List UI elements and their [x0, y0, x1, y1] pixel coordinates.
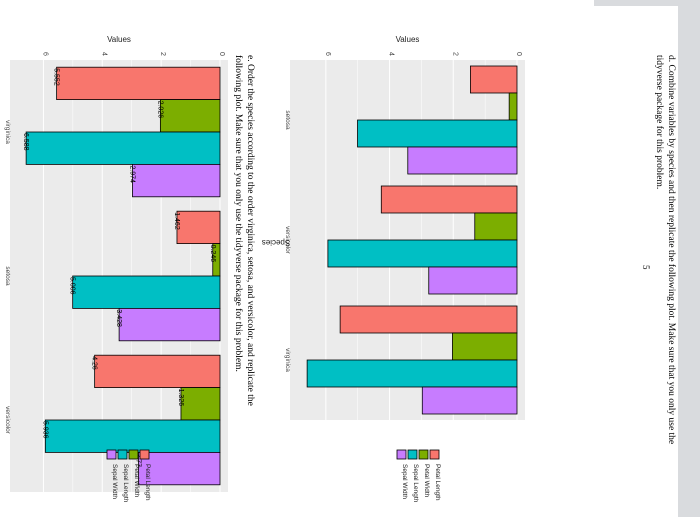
bar: [428, 266, 518, 295]
value-axis-title: Values: [396, 35, 420, 44]
chart-d: 0 2 4 6 Values setosa versicolor virginica Speci…: [262, 35, 525, 503]
bar: [357, 119, 518, 148]
data-label: 0.246: [209, 245, 216, 263]
bar: [159, 99, 221, 133]
value-axis-title: Values: [107, 35, 131, 44]
legend-swatch: [418, 449, 429, 460]
y-tick-label: 2: [451, 52, 458, 56]
data-label: 2.974: [128, 165, 135, 183]
x-tick-label: versicolor: [4, 406, 11, 435]
bar: [180, 387, 221, 421]
x-tick-label: setosa: [4, 266, 11, 286]
x-axis-title: Species: [262, 238, 290, 247]
legend-swatch: [396, 449, 407, 460]
y-tick-label: 2: [159, 52, 166, 56]
legend-label: Petal Width: [133, 464, 140, 498]
data-label: 3.428: [115, 309, 122, 327]
data-label: 6.588: [22, 133, 29, 151]
x-tick-label: virginica: [284, 348, 291, 372]
legend-label: Petal Length: [144, 464, 151, 501]
y-tick-label: 0: [515, 52, 522, 56]
data-label: 2.77: [134, 453, 141, 467]
legend-swatch: [117, 449, 128, 460]
bar: [380, 185, 518, 214]
part-e-text-line2: following plot. Make sure that you only …: [233, 55, 244, 372]
scrollbar-track[interactable]: [678, 0, 700, 517]
bar: [138, 451, 221, 486]
y-tick-label: 6: [324, 52, 331, 56]
bar: [25, 131, 221, 165]
legend-swatch: [407, 449, 418, 460]
data-label: 5.936: [41, 421, 48, 439]
bar: [72, 275, 221, 309]
legend: Petal Length Petal Width Sepal Length Sepal…: [106, 449, 151, 503]
legend-swatch: [128, 449, 139, 460]
legend-label: Sepal Width: [111, 464, 118, 499]
bar: [327, 239, 518, 268]
chart-e: 0 2 4 6 Values virginica 5.552 2.026 6.588 2.974 s…: [4, 35, 228, 503]
part-e-text: e. Order the species according to the or…: [245, 55, 255, 406]
data-label: 5.006: [69, 277, 76, 295]
bar: [118, 307, 221, 342]
legend-swatch: [106, 449, 117, 460]
bar: [94, 354, 221, 389]
data-label: 1.326: [177, 389, 184, 407]
y-tick-label: 0: [218, 52, 225, 56]
x-tick-label: versicolor: [284, 226, 291, 255]
bar: [176, 210, 221, 244]
bar: [407, 146, 518, 175]
legend-swatch: [429, 449, 440, 460]
bar: [132, 163, 221, 198]
x-tick-label: setosa: [284, 110, 291, 130]
bar: [339, 305, 518, 334]
y-tick-label: 6: [41, 52, 48, 56]
data-label: 2.026: [156, 101, 163, 119]
part-d-text: d. Combine variables by species and then…: [666, 55, 677, 444]
data-label: 1.462: [173, 212, 180, 230]
data-label: 4.26: [91, 356, 98, 370]
y-tick-label: 4: [388, 52, 395, 56]
bar: [508, 92, 518, 121]
legend-label: Sepal Length: [412, 464, 419, 503]
legend: Petal Length Petal Width Sepal Length Sepal…: [396, 449, 441, 503]
bar: [470, 65, 518, 94]
x-tick-label: virginica: [4, 120, 11, 144]
legend-label: Sepal Width: [401, 464, 408, 499]
page-gap: [594, 0, 700, 6]
bar: [421, 386, 518, 415]
bar: [44, 419, 221, 453]
legend-label: Petal Length: [434, 464, 441, 501]
bar: [56, 66, 221, 100]
bar: [452, 332, 518, 361]
legend-label: Petal Width: [423, 464, 430, 498]
page-number: 5: [641, 265, 651, 270]
data-label: 5.552: [53, 68, 60, 86]
part-d-text-line2: tidyverse package for this problem.: [654, 55, 665, 189]
y-tick-label: 4: [100, 52, 107, 56]
legend-label: Sepal Length: [122, 464, 129, 503]
bar: [474, 212, 518, 241]
legend-swatch: [139, 449, 150, 460]
bar: [306, 359, 518, 388]
